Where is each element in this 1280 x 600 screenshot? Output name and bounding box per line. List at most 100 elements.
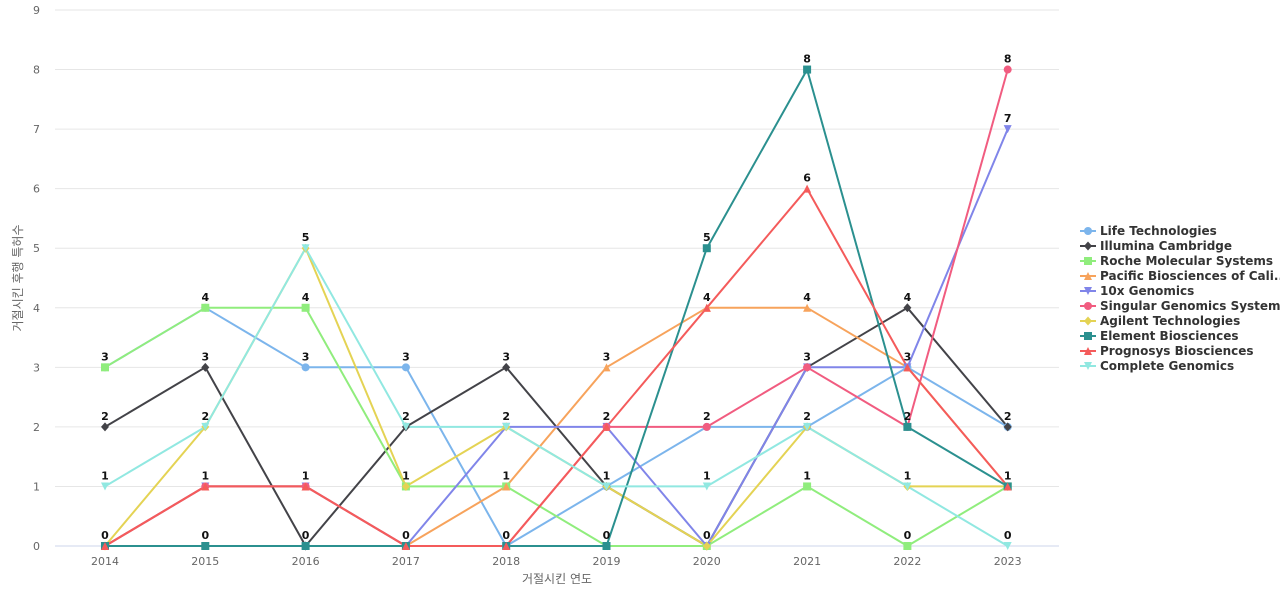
legend-marker bbox=[1084, 316, 1092, 326]
data-label: 0 bbox=[1004, 529, 1012, 542]
data-point bbox=[1003, 65, 1012, 74]
legend-marker bbox=[1084, 257, 1092, 265]
data-point bbox=[201, 362, 210, 372]
data-point bbox=[803, 363, 812, 372]
data-point bbox=[702, 244, 711, 253]
data-label: 3 bbox=[803, 350, 811, 363]
y-tick-label: 3 bbox=[33, 361, 40, 374]
data-point bbox=[502, 542, 511, 550]
data-point bbox=[803, 303, 812, 312]
x-tick-label: 2017 bbox=[392, 555, 420, 568]
legend-item[interactable]: Pacific Biosciences of Cali... bbox=[1080, 269, 1280, 283]
legend-item[interactable]: Roche Molecular Systems bbox=[1080, 254, 1273, 268]
legend-label: Prognosys Biosciences bbox=[1100, 344, 1254, 358]
data-label: 1 bbox=[201, 469, 209, 482]
legend-label: Singular Genomics Systems bbox=[1100, 299, 1280, 313]
y-tick-label: 2 bbox=[33, 421, 40, 434]
data-point bbox=[702, 422, 711, 431]
data-label: 0 bbox=[402, 529, 410, 542]
data-label: 4 bbox=[201, 291, 209, 304]
series-markers bbox=[101, 65, 1012, 551]
data-point bbox=[101, 542, 109, 550]
data-label: 3 bbox=[402, 350, 410, 363]
legend-label: 10x Genomics bbox=[1100, 284, 1194, 298]
data-point bbox=[903, 303, 912, 313]
data-point bbox=[401, 481, 410, 491]
legend-item[interactable]: Prognosys Biosciences bbox=[1080, 344, 1254, 358]
data-point bbox=[301, 303, 310, 312]
x-tick-label: 2018 bbox=[492, 555, 520, 568]
legend-item[interactable]: 10x Genomics bbox=[1080, 284, 1194, 298]
data-point bbox=[1003, 422, 1012, 432]
series-line bbox=[104, 187, 1009, 547]
data-point bbox=[803, 422, 812, 431]
y-tick-label: 5 bbox=[33, 242, 40, 255]
data-label: 0 bbox=[302, 529, 310, 542]
y-tick-label: 1 bbox=[33, 480, 40, 493]
data-label: 2 bbox=[603, 410, 611, 423]
data-label: 0 bbox=[201, 529, 209, 542]
legend-marker bbox=[1084, 272, 1092, 280]
legend-item[interactable]: Agilent Technologies bbox=[1080, 314, 1240, 328]
data-point bbox=[401, 422, 410, 431]
data-label: 2 bbox=[402, 410, 410, 423]
x-axis-ticks: 2014 2015 2016 2017 2018 2019 2020 2021 2022 2023 bbox=[91, 555, 1022, 568]
legend-label: Agilent Technologies bbox=[1100, 314, 1240, 328]
data-label: 2 bbox=[502, 410, 510, 423]
data-point bbox=[903, 422, 912, 431]
data-point bbox=[602, 482, 611, 491]
y-tick-label: 4 bbox=[33, 302, 40, 315]
legend-label: Illumina Cambridge bbox=[1100, 239, 1232, 253]
data-label: 3 bbox=[904, 350, 912, 363]
series-line bbox=[104, 247, 1009, 547]
data-point bbox=[401, 542, 410, 550]
legend-label: Roche Molecular Systems bbox=[1100, 254, 1273, 268]
legend-item[interactable]: Life Technologies bbox=[1080, 224, 1217, 238]
data-point bbox=[1003, 482, 1012, 491]
data-label: 8 bbox=[1004, 53, 1012, 66]
data-label: 4 bbox=[803, 291, 811, 304]
data-point bbox=[1003, 542, 1012, 550]
legend-item[interactable]: Singular Genomics Systems bbox=[1080, 299, 1280, 313]
data-label: 3 bbox=[201, 350, 209, 363]
data-label: 0 bbox=[603, 529, 611, 542]
legend-label: Life Technologies bbox=[1100, 224, 1217, 238]
x-tick-label: 2014 bbox=[91, 555, 119, 568]
legend-item[interactable]: Illumina Cambridge bbox=[1080, 239, 1232, 253]
data-point bbox=[702, 541, 711, 551]
x-tick-label: 2016 bbox=[292, 555, 320, 568]
y-axis-title: 거절시킨 후행 특허수 bbox=[10, 225, 25, 332]
legend-item[interactable]: Element Biosciences bbox=[1080, 329, 1239, 343]
data-point bbox=[602, 542, 611, 550]
data-point bbox=[101, 363, 109, 372]
data-label: 4 bbox=[904, 291, 912, 304]
legend-marker bbox=[1084, 302, 1092, 310]
x-axis-title: 거절시킨 연도 bbox=[522, 572, 592, 586]
data-label: 1 bbox=[603, 469, 611, 482]
data-label: 0 bbox=[703, 529, 711, 542]
legend-item[interactable]: Complete Genomics bbox=[1080, 359, 1234, 373]
legend-marker bbox=[1084, 347, 1092, 355]
data-label: 1 bbox=[402, 469, 410, 482]
data-point bbox=[803, 184, 812, 193]
data-label: 1 bbox=[703, 469, 711, 482]
data-point bbox=[602, 422, 611, 431]
data-label: 2 bbox=[1004, 410, 1012, 423]
data-label: 3 bbox=[603, 350, 611, 363]
data-label: 7 bbox=[1004, 112, 1012, 125]
x-tick-label: 2020 bbox=[693, 555, 721, 568]
data-label: 2 bbox=[201, 410, 209, 423]
data-point bbox=[101, 422, 109, 432]
data-label: 2 bbox=[803, 410, 811, 423]
y-tick-label: 8 bbox=[33, 64, 40, 77]
y-tick-label: 7 bbox=[33, 123, 40, 136]
x-tick-label: 2021 bbox=[793, 555, 821, 568]
data-label: 0 bbox=[502, 529, 510, 542]
data-label: 2 bbox=[101, 410, 109, 423]
data-label: 4 bbox=[703, 291, 711, 304]
data-label: 1 bbox=[502, 469, 510, 482]
data-label: 1 bbox=[1004, 469, 1012, 482]
y-tick-label: 0 bbox=[33, 540, 40, 553]
legend-marker bbox=[1084, 362, 1092, 370]
